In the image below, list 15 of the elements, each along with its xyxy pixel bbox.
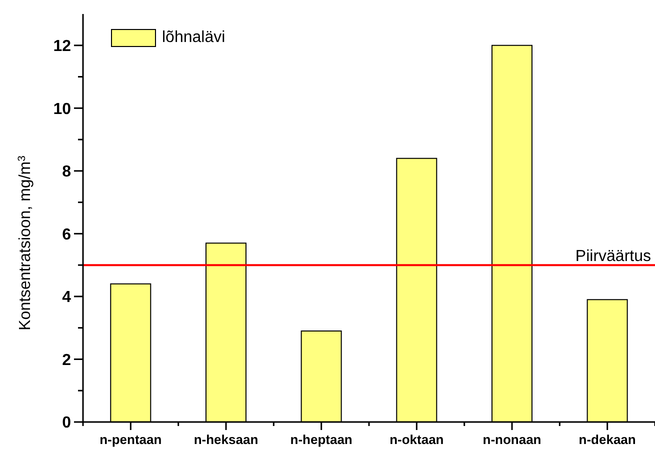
- legend-label: lõhnalävi: [162, 29, 226, 47]
- y-tick-label: 2: [62, 352, 72, 369]
- y-tick-label: 6: [62, 226, 72, 244]
- y-tick-label: 4: [62, 289, 72, 306]
- y-tick-label: 12: [53, 38, 72, 55]
- x-tick-label: n-oktaan: [390, 432, 444, 447]
- y-tick-label: 8: [62, 164, 72, 181]
- x-tick-label: n-heksaan: [194, 432, 258, 447]
- y-tick-label: 10: [53, 100, 72, 118]
- y-tick-label: 0: [62, 414, 72, 432]
- x-tick-label: n-heptaan: [290, 432, 352, 447]
- ref-line-label: Piirväärtus: [575, 248, 651, 266]
- x-tick-label: n-pentaan: [100, 432, 162, 447]
- x-tick-label: n-nonaan: [482, 432, 542, 447]
- x-tick-label: n-dekaan: [578, 432, 636, 447]
